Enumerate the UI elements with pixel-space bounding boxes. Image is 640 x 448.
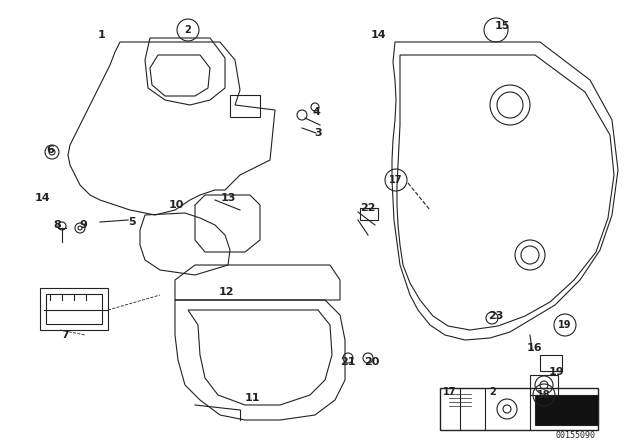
Bar: [540, 355, 562, 371]
Bar: [46, 294, 102, 324]
Text: 18: 18: [537, 390, 551, 400]
Text: 6: 6: [46, 145, 54, 155]
Text: 19: 19: [548, 367, 564, 377]
Text: 8: 8: [53, 220, 61, 230]
Text: 21: 21: [340, 357, 356, 367]
Text: 11: 11: [244, 393, 260, 403]
Text: 3: 3: [314, 128, 322, 138]
Text: 17: 17: [389, 175, 403, 185]
Text: 5: 5: [128, 217, 136, 227]
Text: 4: 4: [312, 107, 320, 117]
Text: 15: 15: [494, 21, 509, 31]
Text: 23: 23: [488, 311, 504, 321]
Bar: [360, 208, 378, 220]
Bar: [530, 375, 558, 395]
Text: 19: 19: [558, 320, 572, 330]
Text: 14: 14: [35, 193, 51, 203]
Text: 14: 14: [370, 30, 386, 40]
Text: 20: 20: [364, 357, 380, 367]
Bar: [40, 288, 108, 330]
Text: 9: 9: [79, 220, 87, 230]
Text: 2: 2: [184, 25, 191, 35]
Text: 10: 10: [168, 200, 184, 210]
Text: 22: 22: [360, 203, 376, 213]
Text: 16: 16: [526, 343, 542, 353]
Text: 00155090: 00155090: [556, 431, 596, 440]
Text: 13: 13: [220, 193, 236, 203]
Text: 12: 12: [218, 287, 234, 297]
Text: 2: 2: [490, 387, 497, 397]
Text: 7: 7: [61, 330, 69, 340]
Text: 17: 17: [444, 387, 457, 397]
Bar: [440, 388, 598, 430]
Polygon shape: [535, 395, 598, 425]
Text: 1: 1: [98, 30, 106, 40]
Bar: [230, 95, 260, 117]
